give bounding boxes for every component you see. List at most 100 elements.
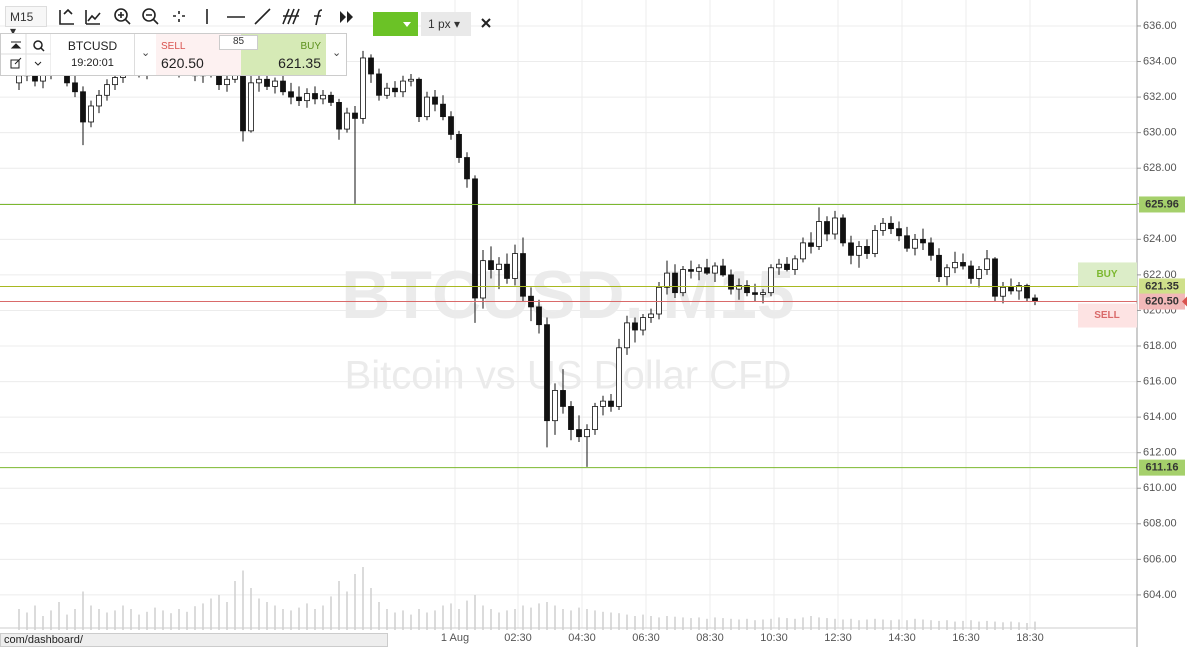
candle-body (368, 57, 374, 75)
buy-price: 621.35 (278, 55, 321, 71)
dropdown[interactable]: ⌄ (332, 47, 342, 59)
y-tick-label: 622.00 (1143, 269, 1177, 281)
icon-more[interactable] (340, 11, 353, 23)
candle-body (816, 221, 822, 247)
candle-body (336, 102, 342, 130)
candle-body (840, 217, 846, 244)
volume-bar (530, 607, 532, 630)
x-tick-label: 08:30 (696, 632, 724, 644)
candle-body (832, 217, 838, 235)
candle-body (560, 390, 566, 407)
volume-bar (434, 610, 436, 630)
icon-function[interactable] (314, 9, 323, 26)
buy-box[interactable]: BUY 621.35 (241, 34, 326, 75)
candle-body (608, 400, 614, 407)
volume-bar (826, 618, 828, 630)
candle-body (696, 267, 702, 272)
volume-bar (202, 603, 204, 630)
y-tick-label: 608.00 (1143, 518, 1177, 530)
candle-body (480, 260, 486, 299)
volume-bar (546, 602, 548, 630)
volume-bar (994, 621, 996, 630)
volume-bar (426, 612, 428, 630)
candle-body (776, 263, 782, 269)
y-tick-label: 616.00 (1143, 375, 1177, 387)
volume-bar (370, 588, 372, 630)
candle-body (856, 246, 862, 256)
volume-bar (498, 612, 500, 630)
volume-bar (298, 607, 300, 630)
icon-fib[interactable] (282, 8, 300, 25)
candle-body (520, 253, 526, 297)
candle-body (872, 230, 878, 254)
volume-bar (506, 610, 508, 630)
volume-bar (778, 617, 780, 630)
close-button[interactable] (480, 17, 492, 29)
candle-body (440, 103, 446, 118)
volume-bar (146, 611, 148, 630)
time: 19:20:01 (71, 57, 114, 69)
volume-bar (162, 610, 164, 630)
dropdown[interactable]: ⌄ (134, 34, 156, 75)
candle-body (256, 78, 262, 84)
volume-bar (738, 619, 740, 630)
volume-bar (234, 581, 236, 630)
icon-crosshair[interactable] (173, 11, 185, 22)
candle-body (504, 263, 510, 279)
icon-tool[interactable] (59, 8, 74, 25)
volume-bar (114, 610, 116, 630)
volume-bar (242, 570, 244, 630)
candle-body (736, 285, 742, 290)
line-width-select[interactable]: 1 px ▾ (421, 12, 471, 36)
candle-body (624, 322, 630, 349)
volume-bar (882, 619, 884, 630)
candle-body (1032, 297, 1038, 302)
candle-body (656, 286, 662, 315)
volume-bar (682, 617, 684, 630)
candle-body (544, 324, 550, 422)
volume-bar (330, 596, 332, 630)
volume-bar (218, 595, 220, 630)
volume-bar (946, 620, 948, 630)
volume-bar (458, 609, 460, 630)
volume-bar (58, 602, 60, 630)
candle-body (848, 242, 854, 256)
y-tick-label: 628.00 (1143, 162, 1177, 174)
candle-body (496, 263, 502, 270)
volume-bar (338, 581, 340, 630)
icon-zoom-in[interactable] (114, 8, 128, 22)
x-tick-label: 14:30 (888, 632, 916, 644)
volume-bar (106, 612, 108, 630)
volume-bar (626, 614, 628, 630)
volume-bar (746, 618, 748, 630)
timeframe-select[interactable]: M15 ▾ (5, 6, 47, 38)
candle-body (936, 254, 942, 278)
sell-box[interactable]: SELL 620.50 (156, 34, 241, 75)
icon-zoom-out[interactable] (142, 8, 156, 22)
volume-bar (906, 620, 908, 630)
candle-body (592, 406, 598, 430)
x-tick-label: 10:30 (760, 632, 788, 644)
candle-body (792, 258, 798, 270)
volume-bar (914, 618, 916, 630)
icon-tool[interactable] (85, 10, 101, 25)
volume-bar (850, 618, 852, 630)
candle-body (96, 94, 102, 107)
candle-body (272, 80, 278, 87)
candle-body (456, 134, 462, 158)
volume-bar (858, 620, 860, 630)
candle-body (1000, 286, 1006, 297)
y-tick-label: 634.00 (1143, 55, 1177, 67)
volume-bar (26, 612, 28, 630)
icon-trendline[interactable] (254, 8, 271, 25)
volume-bar (962, 620, 964, 630)
candle-body (432, 96, 438, 105)
volume-bar (714, 617, 716, 630)
volume-bar (194, 606, 196, 630)
x-tick-label: 16:30 (952, 632, 980, 644)
color-picker[interactable] (373, 12, 418, 36)
x-tick-label: 1 Aug (441, 632, 469, 644)
volume-bar (666, 616, 668, 630)
